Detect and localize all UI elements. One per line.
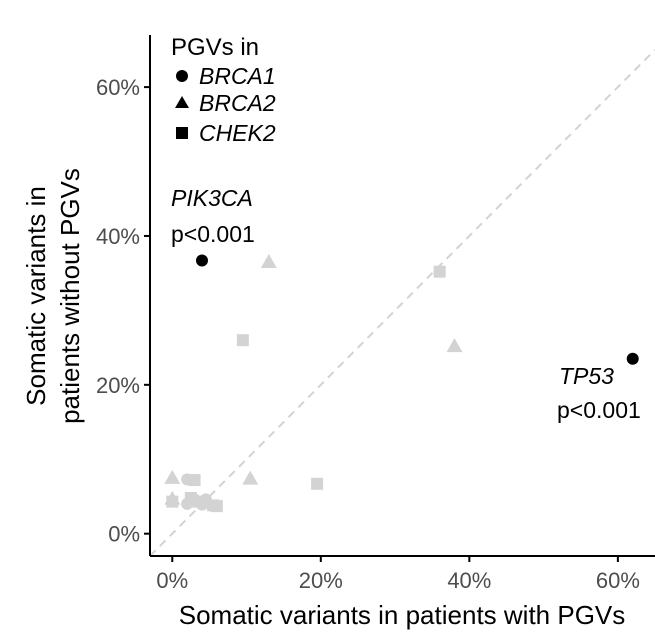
square-point xyxy=(311,477,324,490)
legend: PGVs in BRCA1 BRCA2 CHEK2 xyxy=(171,34,276,146)
y-axis-title-line1: Somatic variants in xyxy=(21,186,51,406)
x-tick-label: 20% xyxy=(299,568,343,593)
y-tick-label: 60% xyxy=(96,75,140,100)
legend-label-brca2: BRCA2 xyxy=(199,90,276,116)
tick-labels: 0% 20% 40% 60% 0% 20% 40% 60% xyxy=(96,75,640,593)
annotation-pvalue-pik3ca: p<0.001 xyxy=(171,221,255,247)
legend-label-chek2: CHEK2 xyxy=(199,120,276,146)
triangle-point xyxy=(242,470,259,485)
axes xyxy=(144,35,655,562)
highlight-circle-point xyxy=(195,254,208,267)
x-axis-title: Somatic variants in patients with PGVs xyxy=(179,600,626,630)
legend-triangle-icon xyxy=(175,96,189,108)
highlight-circle-point xyxy=(626,352,639,365)
annotation-gene-pik3ca: PIK3CA xyxy=(171,185,253,211)
plot-area xyxy=(149,49,655,557)
y-tick-label: 40% xyxy=(96,224,140,249)
annotation-pvalue-tp53: p<0.001 xyxy=(557,397,641,423)
square-point xyxy=(433,265,446,278)
legend-title: PGVs in xyxy=(171,34,259,61)
y-tick-label: 0% xyxy=(108,522,140,547)
annotation-tp53: TP53 p<0.001 xyxy=(557,363,641,423)
circle-point xyxy=(181,473,194,486)
x-tick-label: 0% xyxy=(156,568,188,593)
reference-line-diagonal xyxy=(149,49,655,557)
annotation-pik3ca: PIK3CA p<0.001 xyxy=(171,185,255,247)
square-point xyxy=(210,500,223,513)
legend-square-icon xyxy=(176,127,188,139)
legend-label-brca1: BRCA1 xyxy=(199,63,276,89)
x-tick-label: 40% xyxy=(447,568,491,593)
y-tick-label: 20% xyxy=(96,373,140,398)
square-point xyxy=(166,495,179,508)
square-point xyxy=(236,334,249,347)
annotation-gene-tp53: TP53 xyxy=(559,363,614,389)
triangle-point xyxy=(260,254,277,269)
circle-point xyxy=(199,493,212,506)
x-tick-label: 60% xyxy=(596,568,640,593)
triangle-point xyxy=(164,469,181,484)
triangle-point xyxy=(446,338,463,353)
y-axis-title-line2: patients without PGVs xyxy=(55,168,85,424)
legend-circle-icon xyxy=(176,70,188,82)
